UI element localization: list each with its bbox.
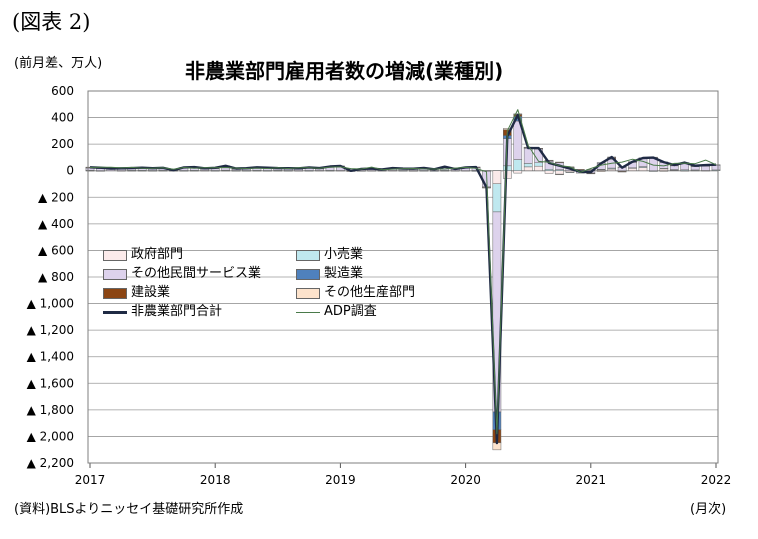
legend-line-swatch [296,311,320,313]
legend-item: その他生産部門 [296,284,415,302]
y-tick-label: 400 [51,111,74,125]
bar-retail [534,162,543,167]
bar-construction [544,159,554,162]
y-tick-label: ▲ 1,200 [27,323,74,337]
bar-construction [596,170,606,172]
x-tick-label: 2018 [200,473,231,487]
legend-label: 非農業部門合計 [131,304,223,319]
legend-line-swatch [103,310,127,314]
legend-item: 非農業部門合計 [103,303,222,321]
chart-title: 非農業部門雇用者数の増減(業種別) [185,59,504,83]
source-note: (資料)BLSよりニッセイ基礎研究所作成 [14,502,244,517]
bar-retail [565,171,575,173]
bar-other_services [690,166,700,171]
x-tick-label: 2020 [450,473,481,487]
bar-government [555,170,564,175]
y-tick-label: ▲ 1,400 [27,350,74,364]
bar-manufacturing [429,170,439,172]
legend-color-swatch [103,268,127,280]
legend-item: その他民間サービス業 [103,265,261,283]
bar-government [638,167,648,171]
bar-construction [617,171,627,173]
y-tick-label: ▲ 400 [38,217,74,231]
bar-retail [492,183,502,213]
bar-other_goods [409,170,418,172]
unit-label: (前月差、万人) [14,56,103,71]
y-tick-label: 200 [51,137,74,151]
legend-color-swatch [296,287,320,299]
legend-item: 政府部門 [103,246,183,264]
line-series [89,109,717,445]
bar-other_goods [555,173,564,176]
y-axis-ticks: 600 400 200 0 ▲ 200 ▲ 400 ▲ 600 ▲ 800 ▲ 1,000 ▲ 1… [27,84,74,470]
bar-government [523,166,533,171]
x-tick-label: 2021 [576,473,607,487]
y-tick-label: ▲ 1,600 [27,376,74,390]
legend-item: 建設業 [103,284,170,302]
y-tick-label: 600 [51,84,74,98]
figure-label: (図表 2) [12,10,91,34]
bar-retail [523,163,533,168]
legend-color-swatch [103,287,127,299]
legend-color-swatch [296,249,320,261]
y-tick-label: ▲ 600 [38,243,74,257]
plot-area-border [87,90,719,464]
bar-government [544,170,554,174]
bar-government [513,170,523,174]
bar-construction [659,170,669,172]
legend-item: 小売業 [296,246,363,264]
bar-government [534,165,543,171]
bar-other_services [680,163,690,171]
legend-label: 建設業 [131,285,171,300]
y-tick-label: ▲ 2,200 [27,456,74,470]
legend-label: 小売業 [324,247,364,262]
x-tick-label: 2017 [75,473,106,487]
legend-label: 政府部門 [131,247,184,262]
legend-color-swatch [296,268,320,280]
y-tick-label: ▲ 1,000 [27,297,74,311]
plot-frame [87,90,719,464]
x-axis-ticks: 2017 2018 2019 2020 2021 2022 [75,463,732,487]
legend-label: ADP調査 [324,304,377,319]
legend-label: その他生産部門 [324,285,416,300]
legend-label: その他民間サービス業 [131,266,262,281]
y-tick-label: ▲ 1,800 [27,403,74,417]
line-adp_line [89,109,717,435]
x-tick-label: 2022 [701,473,732,487]
legend-item: ADP調査 [296,303,377,321]
bar-government [607,168,616,171]
bar-other_services [669,165,679,170]
legend-item: 製造業 [296,265,363,283]
x-tick-label: 2019 [325,473,356,487]
bar-retail [513,159,523,171]
bar-manufacturing [471,170,481,172]
y-tick-label: ▲ 200 [38,190,74,204]
y-tick-label: ▲ 2,000 [27,429,74,443]
bar-government [492,170,502,184]
legend-label: 製造業 [324,266,364,281]
bar-government [503,170,512,179]
bar-other_services [701,165,710,171]
y-tick-label: ▲ 800 [38,270,74,284]
x-unit-note: (月次) [690,502,727,517]
bar-construction [555,161,564,163]
legend-color-swatch [103,249,127,261]
y-tick-label: 0 [66,164,74,178]
